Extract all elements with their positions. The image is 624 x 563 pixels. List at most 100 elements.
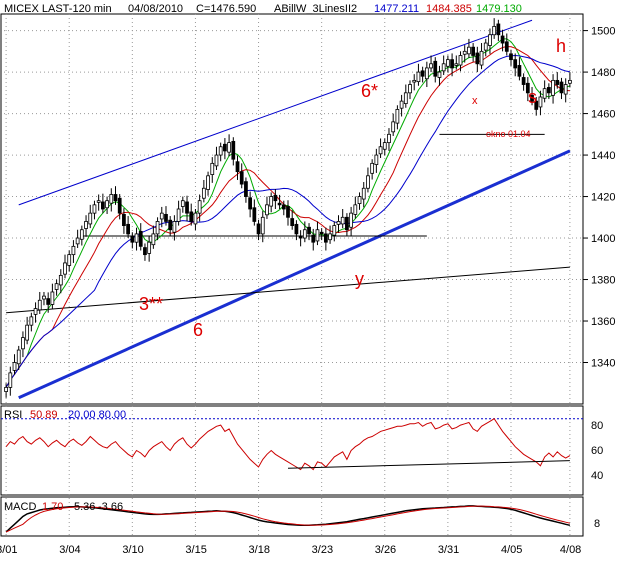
- candle-body: [231, 140, 236, 160]
- candle-body: [353, 204, 358, 215]
- candle-body: [8, 372, 13, 388]
- candle-body: [357, 196, 362, 205]
- annotation-x: x: [472, 95, 478, 107]
- candle-body: [79, 229, 84, 240]
- candle-body: [492, 26, 497, 36]
- candle-body: [433, 60, 438, 77]
- candle-body: [471, 46, 475, 56]
- candle-body: [391, 121, 396, 133]
- candle-body: [235, 161, 240, 173]
- candlestick-layer: [4, 18, 572, 398]
- rsi-frame: [0, 405, 584, 496]
- candle-body: [96, 200, 101, 203]
- candle-body: [496, 23, 501, 36]
- candle-body: [58, 274, 63, 286]
- rsi-tick-60: 60: [591, 445, 603, 457]
- candle-body: [147, 241, 152, 254]
- candle-body: [101, 201, 105, 210]
- candle-body: [521, 77, 526, 85]
- candle-body: [311, 234, 316, 243]
- candle-body: [88, 212, 93, 225]
- candle-body: [399, 100, 404, 109]
- x-tick-label: 3/26: [375, 544, 396, 556]
- header-date: 04/08/2010: [128, 3, 183, 15]
- y-tick-label: 1480: [591, 67, 615, 79]
- candle-body: [273, 194, 278, 202]
- rsi-tick-40: 40: [591, 470, 603, 482]
- candle-body: [559, 81, 564, 94]
- candle-body: [307, 226, 311, 235]
- candle-body: [113, 194, 118, 202]
- candle-body: [467, 46, 471, 55]
- candle-body: [315, 229, 320, 242]
- channel-upper-line: [18, 19, 533, 206]
- y-tick-label: 1340: [591, 358, 615, 370]
- candle-body: [214, 154, 219, 167]
- candle-body: [504, 41, 509, 52]
- candle-body: [538, 96, 543, 108]
- macd-frame: [0, 496, 584, 537]
- candle-body: [500, 35, 505, 44]
- candle-body: [446, 59, 450, 67]
- candle-body: [450, 59, 454, 69]
- annotation-6-star: 6*: [361, 81, 378, 101]
- candle-body: [189, 211, 194, 222]
- candle-body: [475, 52, 480, 65]
- channel-lower-trendline: [18, 149, 571, 400]
- candle-body: [517, 65, 522, 77]
- candle-body: [534, 100, 539, 110]
- candle-body: [462, 50, 467, 55]
- y-tick-label: 1440: [591, 150, 615, 162]
- candle-body: [260, 216, 265, 235]
- candle-body: [63, 262, 67, 275]
- header-indicator-green: 1479.130: [476, 3, 522, 15]
- candle-body: [458, 55, 463, 66]
- candle-body: [286, 206, 290, 218]
- rsi-tick-80: 80: [591, 420, 603, 432]
- candle-body: [185, 201, 189, 214]
- macd-v2: 5.36: [74, 501, 95, 513]
- candle-body: [155, 221, 160, 235]
- candle-body: [555, 79, 560, 85]
- candle-body: [37, 299, 42, 311]
- annotation-h: h: [556, 36, 566, 56]
- candle-body: [4, 387, 8, 392]
- y-tick-label: 1360: [591, 316, 615, 328]
- candle-body: [265, 204, 269, 216]
- candle-body: [441, 63, 446, 72]
- rsi-trendline: [287, 460, 570, 469]
- candle-body: [54, 283, 59, 290]
- candle-body: [345, 216, 349, 231]
- candle-body: [46, 298, 51, 305]
- candle-body: [416, 71, 421, 83]
- candle-body: [437, 71, 442, 78]
- candle-body: [525, 82, 530, 94]
- candle-body: [361, 187, 366, 200]
- candle-body: [117, 197, 122, 214]
- candle-body: [92, 204, 97, 214]
- candle-body: [227, 142, 231, 153]
- candle-body: [201, 187, 206, 199]
- candle-body: [412, 79, 417, 83]
- candle-body: [138, 231, 143, 247]
- candle-body: [530, 94, 534, 102]
- x-tick-label: 4/05: [501, 544, 522, 556]
- line-3: [6, 266, 570, 314]
- candle-body: [395, 109, 400, 124]
- candle-body: [134, 233, 139, 243]
- candle-body: [509, 53, 513, 61]
- candle-body: [176, 208, 181, 222]
- candle-body: [126, 223, 130, 235]
- candle-body: [218, 146, 223, 156]
- candle-body: [294, 223, 299, 235]
- candle-body: [75, 237, 80, 245]
- header-indicator-red: 1484.385: [426, 3, 472, 15]
- candle-body: [298, 235, 303, 239]
- candle-body: [483, 42, 488, 51]
- candle-body: [374, 154, 379, 166]
- candle-body: [130, 235, 135, 243]
- candle-body: [420, 70, 425, 77]
- candle-body: [349, 212, 353, 228]
